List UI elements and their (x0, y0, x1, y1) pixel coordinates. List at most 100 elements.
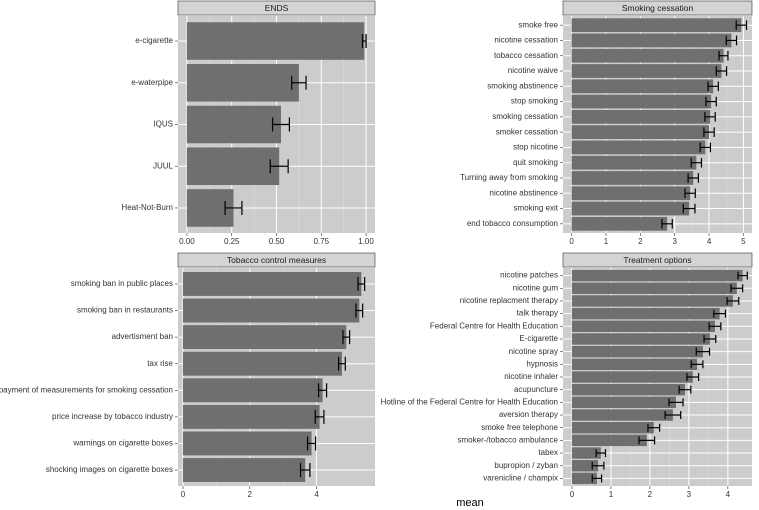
y-tick-label: Hotline of the Federal Centre for Health… (381, 397, 558, 406)
bar (571, 307, 720, 320)
error-bar (695, 347, 711, 356)
y-tick-label: e-cigarette (135, 36, 173, 45)
x-tick-label: 2 (648, 490, 653, 499)
error-bar (686, 373, 700, 381)
error-bar (735, 20, 748, 30)
error-bar (703, 127, 715, 137)
y-tick-label: Federal Centre for Health Education (430, 321, 558, 330)
bar (186, 147, 280, 186)
bar (571, 447, 601, 459)
error-bar (704, 112, 716, 122)
y-tick-label: nicotine gum (513, 283, 559, 292)
error-bar (355, 303, 364, 318)
error-bar (699, 142, 712, 153)
bar (571, 282, 737, 294)
error-bar (638, 436, 656, 445)
x-tick-label: 0 (181, 490, 186, 499)
y-tick-label: hypnosis (526, 359, 558, 368)
strip-background (562, 252, 753, 268)
y-tick-label: smoking ban in public places (71, 279, 173, 288)
bar (571, 48, 724, 63)
y-tick-label: nicotine patches (500, 271, 558, 280)
error-bar (269, 159, 289, 174)
y-tick-label: e-waterpipe (131, 78, 173, 87)
bar (186, 105, 281, 144)
bar (571, 79, 714, 94)
y-tick-label: smoking cessation (492, 112, 558, 121)
error-bar (726, 296, 740, 305)
y-tick-label: smoke free telephone (481, 423, 558, 432)
error-bar (708, 322, 722, 331)
y-tick-label: nicotine replacment therapy (460, 296, 558, 305)
y-tick-label: tobacco cessation (494, 51, 558, 60)
y-tick-label: stop nicotine (513, 143, 558, 152)
bar (571, 345, 703, 358)
y-tick-label: aversion therapy (499, 410, 558, 419)
bar (571, 358, 698, 371)
bar (571, 171, 694, 185)
bar (571, 155, 697, 170)
strip-background (177, 252, 376, 268)
bar (571, 269, 743, 282)
bar (571, 186, 691, 201)
y-tick-label: shocking images on cigarette boxes (46, 465, 173, 474)
y-tick-label: tax rise (147, 359, 173, 368)
error-bar (703, 334, 717, 343)
y-tick-label: payment of measurements for smoking cess… (0, 385, 173, 394)
error-bar (718, 50, 729, 61)
error-bar (271, 117, 290, 132)
panel-title: Tobacco control measures (227, 255, 326, 265)
error-bar (713, 309, 727, 318)
bar (571, 295, 733, 307)
y-tick-label: varenicline / champix (483, 474, 558, 483)
error-bar (299, 463, 311, 478)
error-bar (705, 96, 717, 107)
y-tick-label: tabex (538, 448, 558, 457)
error-bar (687, 173, 699, 183)
x-tick-label: 1.00 (358, 237, 374, 246)
error-bar (591, 461, 605, 470)
y-tick-label: advertisment ban (112, 332, 173, 341)
y-tick-label: nicotine abstinence (490, 188, 559, 197)
error-bar (682, 203, 696, 214)
x-tick-label: 0.25 (224, 237, 240, 246)
bar (571, 421, 654, 434)
y-tick-label: smoking ban in restaurants (77, 306, 173, 315)
error-bar (678, 385, 692, 394)
panel-title: Treatment options (623, 255, 691, 265)
y-tick-label: JUUL (153, 161, 174, 170)
strip-background (177, 0, 376, 16)
bar (186, 63, 299, 102)
bar (571, 472, 597, 485)
x-tick-label: 4 (726, 490, 731, 499)
bar (571, 33, 732, 48)
y-tick-label: smoke free (518, 20, 558, 29)
error-bar (338, 356, 346, 371)
error-bar (684, 188, 696, 199)
y-tick-label: warnings on cigarette boxes (72, 439, 173, 448)
x-tick-label: 0.50 (269, 237, 285, 246)
y-tick-label: Turning away from smoking (460, 173, 558, 182)
bar (186, 22, 365, 60)
y-tick-label: nicotine cessation (494, 36, 558, 45)
x-tick-label: 1 (609, 490, 614, 499)
y-tick-label: stop smoking (511, 97, 558, 106)
x-tick-label: 4 (707, 237, 712, 246)
error-bar (224, 200, 243, 215)
y-tick-label: smoking abstinence (487, 81, 558, 90)
y-tick-label: Heat-Not-Burn (121, 203, 173, 212)
bar (183, 431, 312, 456)
error-bar (690, 157, 703, 168)
error-bar (690, 360, 704, 369)
error-bar (715, 66, 728, 76)
bar (571, 201, 690, 216)
bar (183, 404, 320, 429)
bar (183, 378, 323, 403)
error-bar (361, 34, 367, 49)
error-bar (595, 449, 607, 458)
bar (571, 409, 673, 421)
error-bar (661, 219, 673, 229)
bar (571, 125, 710, 140)
x-tick-label: 4 (314, 490, 319, 499)
